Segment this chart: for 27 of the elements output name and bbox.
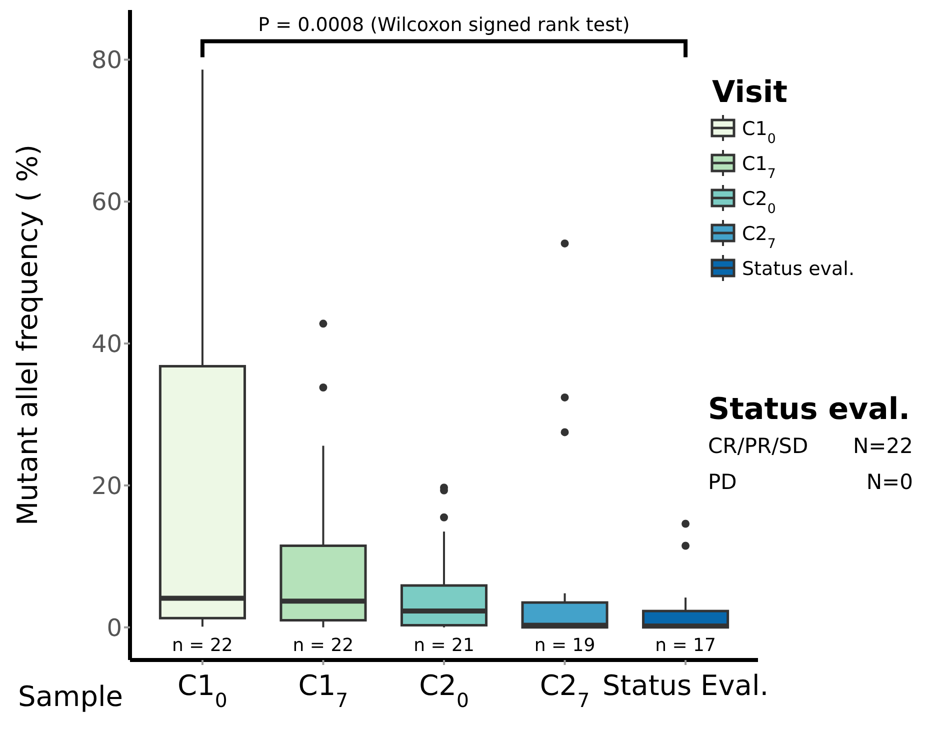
text: PD N=0 — [708, 470, 913, 494]
text: CR/PR/SD N=22 — [708, 434, 913, 458]
legend-label: C1$_{7}$ — [742, 153, 776, 182]
annotation: Status eval. — [708, 392, 910, 427]
legend-label: Status eval. — [742, 258, 854, 280]
annotation: P = 0.0008 (Wilcoxon signed rank test) — [258, 14, 630, 36]
x-tick-label: C2$_{7}$ — [540, 669, 590, 712]
legend-label: C2$_{7}$ — [742, 223, 776, 252]
y-tick-label: 60 — [91, 188, 122, 216]
legend-label: C2$_{0}$ — [742, 188, 776, 216]
annotation: n = 22 — [172, 635, 233, 656]
x-tick-label: C1$_{7}$ — [298, 669, 348, 712]
y-tick-label: 20 — [91, 472, 122, 500]
y-tick-label: 0 — [106, 614, 122, 642]
x-tick-label: Status Eval. — [602, 669, 769, 702]
legend-label: C1$_{0}$ — [742, 118, 776, 146]
annotation: n = 17 — [655, 635, 716, 656]
annotation: n = 21 — [414, 635, 474, 656]
y-axis-title: Mutant allel frequency ( %) — [10, 144, 44, 526]
legend-title: Visit — [712, 75, 788, 110]
x-axis-title: Sample — [18, 680, 123, 713]
x-tick-label: C1$_{0}$ — [178, 669, 228, 712]
x-tick-label: C2$_{0}$ — [419, 669, 469, 712]
annotation: n = 22 — [292, 635, 354, 656]
y-tick-label: 80 — [91, 46, 122, 74]
y-tick-label: 40 — [91, 330, 122, 358]
annotation: n = 19 — [534, 635, 596, 656]
